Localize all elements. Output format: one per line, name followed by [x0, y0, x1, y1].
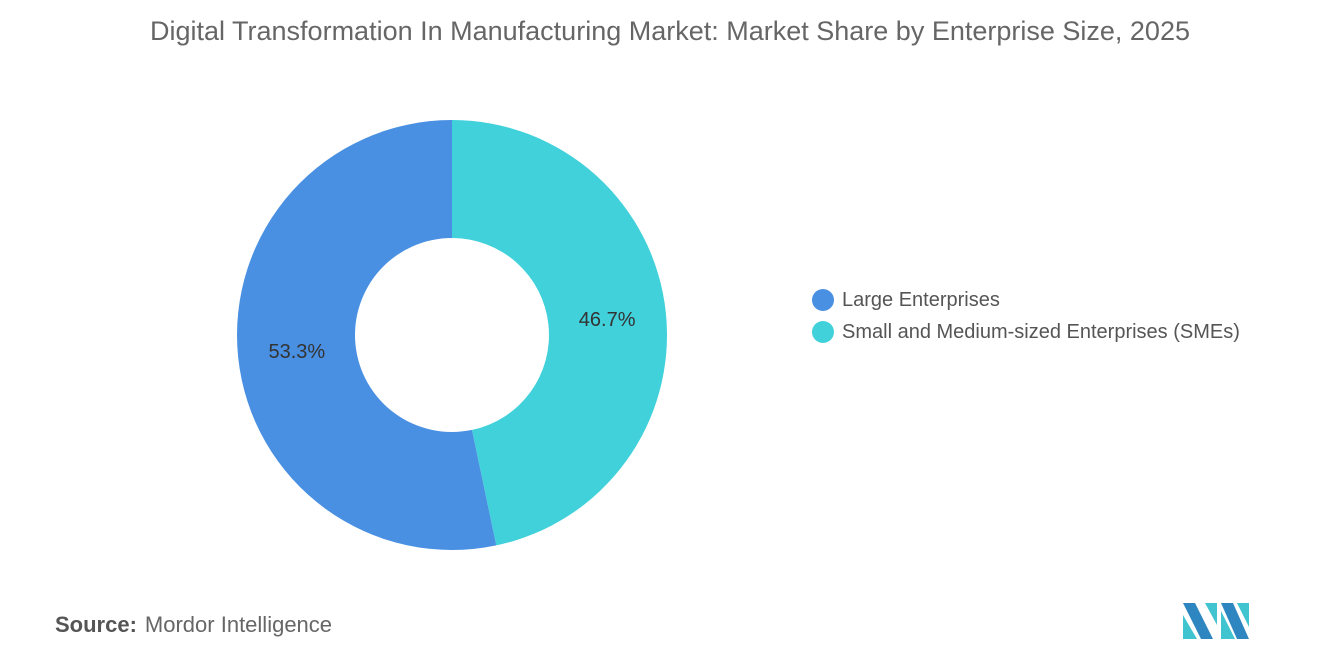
chart-title: Digital Transformation In Manufacturing …: [150, 16, 1190, 46]
source-text: Mordor Intelligence: [144, 612, 333, 637]
donut-slice: [236, 120, 497, 550]
data-label: 53.3%: [268, 341, 325, 363]
legend: Large Enterprises Small and Medium-sized…: [812, 284, 1240, 348]
legend-label: Small and Medium-sized Enterprises (SMEs…: [842, 320, 1240, 343]
legend-item-sme: Small and Medium-sized Enterprises (SMEs…: [812, 316, 1240, 348]
donut-slice: [452, 120, 667, 546]
legend-swatch: [812, 321, 834, 343]
legend-swatch: [812, 289, 834, 311]
source-label: Source:: [55, 612, 137, 637]
legend-item-large: Large Enterprises: [812, 284, 1240, 316]
mordor-logo: [1183, 603, 1249, 639]
source: Source: Mordor Intelligence: [55, 612, 332, 638]
data-label: 46.7%: [579, 309, 636, 331]
legend-label: Large Enterprises: [842, 288, 1000, 311]
